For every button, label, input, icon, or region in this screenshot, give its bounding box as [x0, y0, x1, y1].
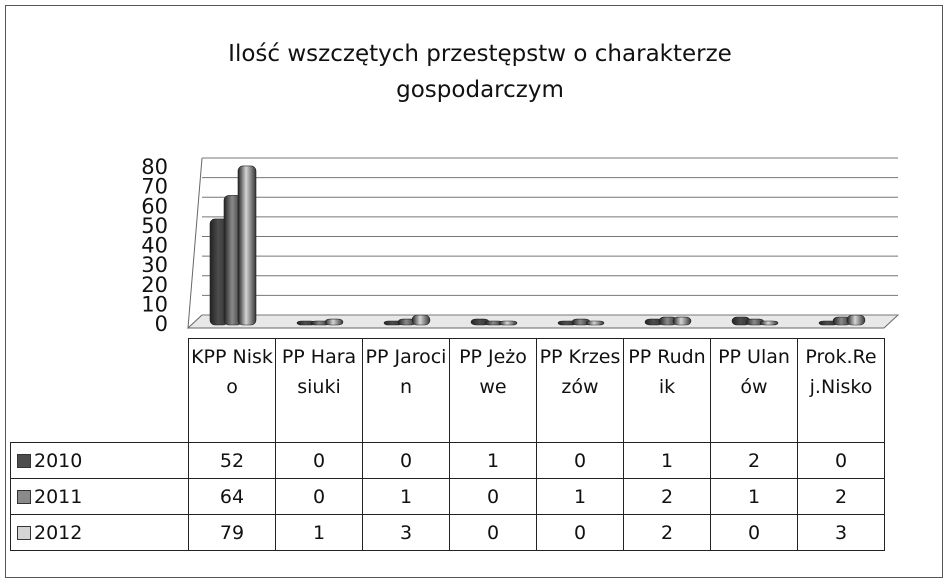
depth-axis — [187, 157, 203, 329]
bar — [498, 320, 518, 326]
value-cell: 2 — [623, 514, 711, 551]
value-cell: 1 — [362, 478, 450, 515]
bar — [411, 314, 431, 326]
legend-swatch — [17, 525, 31, 540]
floor — [186, 314, 900, 329]
series-row: 2011 64 0 1 0 1 2 1 2 — [10, 478, 885, 515]
legend-swatch — [17, 489, 31, 504]
value-cell: 1 — [275, 514, 363, 551]
y-tick-label: 70 — [141, 175, 168, 199]
value-cell: 64 — [188, 478, 276, 515]
y-tick-label: 0 — [155, 312, 168, 336]
value-cell: 0 — [536, 514, 624, 551]
y-tick-label: 60 — [141, 194, 168, 218]
value-cell: 0 — [449, 514, 537, 551]
bar — [759, 320, 779, 326]
legend-entry: 2010 — [10, 442, 189, 479]
y-tick-label: 10 — [141, 292, 168, 316]
bar — [237, 165, 257, 326]
header-row: KPP Nisko PP Harasiuki PP Jarocin PP Jeżowe… — [11, 338, 885, 443]
legend-swatch — [17, 453, 31, 468]
y-tick-label: 30 — [141, 253, 168, 277]
corner-cell — [11, 339, 189, 443]
value-cell: 1 — [710, 478, 798, 515]
y-tick-label: 40 — [141, 234, 168, 258]
value-cell: 0 — [362, 442, 450, 479]
y-tick-label: 80 — [141, 155, 168, 179]
value-cell: 0 — [797, 442, 885, 479]
chart-title: Ilość wszczętych przestępstw o charakter… — [228, 41, 732, 103]
bar — [585, 320, 605, 326]
legend-label: 2012 — [34, 521, 83, 544]
value-cell: 0 — [710, 514, 798, 551]
category-label: PP Rudnik — [623, 338, 711, 443]
value-cell: 0 — [275, 442, 363, 479]
legend-entry: 2012 — [10, 514, 189, 551]
value-cell: 3 — [362, 514, 450, 551]
value-cell: 1 — [449, 442, 537, 479]
data-table: KPP Nisko PP Harasiuki PP Jarocin PP Jeżowe… — [10, 338, 885, 551]
category-label: KPP Nisko — [188, 338, 276, 443]
legend-entry: 2011 — [10, 478, 189, 515]
value-cell: 79 — [188, 514, 276, 551]
value-cell: 0 — [449, 478, 537, 515]
value-cell: 1 — [536, 478, 624, 515]
category-label: PP Ulanów — [710, 338, 798, 443]
value-cell: 1 — [623, 442, 711, 479]
legend-label: 2010 — [34, 449, 83, 472]
y-tick-label: 20 — [141, 273, 168, 297]
bar — [324, 318, 344, 326]
category-label: PP Harasiuki — [275, 338, 363, 443]
category-label: PP Jeżowe — [449, 338, 537, 443]
category-label: Prok.Rej.Nisko — [797, 338, 885, 443]
value-cell: 2 — [797, 478, 885, 515]
value-cell: 0 — [275, 478, 363, 515]
value-cell: 0 — [536, 442, 624, 479]
value-cell: 3 — [797, 514, 885, 551]
value-cell: 52 — [188, 442, 276, 479]
value-cell: 2 — [710, 442, 798, 479]
chart-frame — [5, 5, 943, 578]
y-tick-label: 50 — [141, 214, 168, 238]
series-row: 2010 52 0 0 1 0 1 2 0 — [10, 442, 885, 479]
category-label: PP Krzeszów — [536, 338, 624, 443]
category-label: PP Jarocin — [362, 338, 450, 443]
legend-label: 2011 — [34, 485, 83, 508]
bar — [672, 316, 692, 326]
value-cell: 2 — [623, 478, 711, 515]
bar — [846, 314, 866, 326]
series-row: 2012 79 1 3 0 0 2 0 3 — [10, 514, 885, 551]
